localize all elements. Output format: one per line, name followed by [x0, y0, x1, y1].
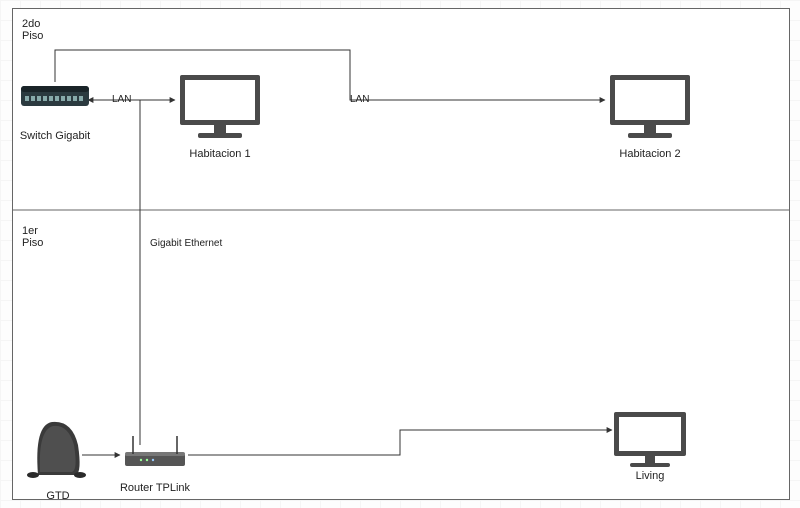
edge-label-lan1: LAN [112, 94, 131, 105]
floor-label-1: 1er Piso [22, 225, 43, 249]
label-modem: GTD [46, 490, 69, 502]
edge-label-gbe: Gigabit Ethernet [150, 238, 222, 249]
edge-label-lan2: LAN [350, 94, 369, 105]
label-router: Router TPLink [120, 482, 190, 494]
label-hab2: Habitacion 2 [619, 148, 680, 160]
floor-label-2: 2do Piso [22, 18, 43, 42]
label-hab1: Habitacion 1 [189, 148, 250, 160]
label-living: Living [636, 470, 665, 482]
label-switch: Switch Gigabit [20, 130, 90, 142]
diagram-frame-outer [12, 8, 790, 500]
